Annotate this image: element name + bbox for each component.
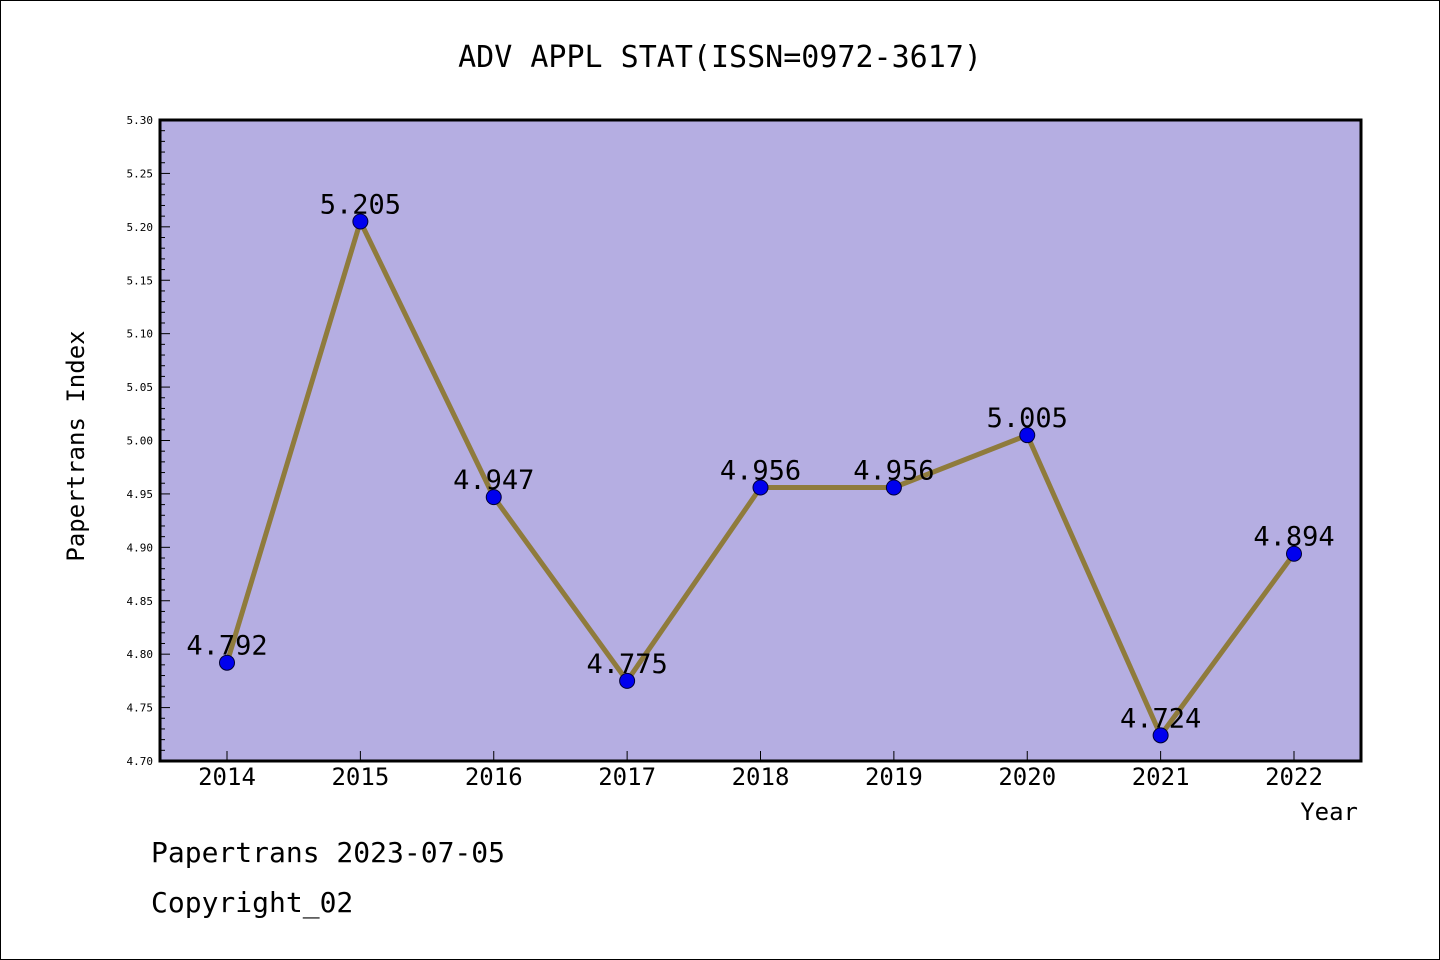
x-axis: 2014 2015 2016 2017 2018 2019 2020 2021 2022 xyxy=(198,751,1323,791)
data-label: 4.775 xyxy=(586,649,667,680)
y-tick-label: 5.10 xyxy=(127,328,154,341)
footer-date: Papertrans 2023-07-05 xyxy=(151,836,506,869)
data-point xyxy=(752,479,769,496)
x-tick-label: 2018 xyxy=(732,763,790,791)
data-point xyxy=(619,672,636,689)
x-tick-label: 2019 xyxy=(865,763,923,791)
y-tick-label: 5.25 xyxy=(127,167,154,180)
data-point xyxy=(1152,727,1169,744)
data-label: 4.947 xyxy=(453,465,534,496)
data-points xyxy=(219,213,1302,744)
footer-copyright: Copyright_02 xyxy=(151,886,354,919)
data-point xyxy=(352,213,369,230)
x-tick-label: 2021 xyxy=(1132,763,1190,791)
y-tick-label: 5.30 xyxy=(127,114,154,127)
data-point xyxy=(885,479,902,496)
x-tick-label: 2022 xyxy=(1265,763,1323,791)
y-tick-label: 5.05 xyxy=(127,381,154,394)
x-tick-label: 2014 xyxy=(198,763,256,791)
data-label: 4.956 xyxy=(853,456,934,487)
data-label: 4.724 xyxy=(1120,703,1201,734)
data-label: 4.894 xyxy=(1253,522,1334,553)
data-point xyxy=(1286,545,1302,562)
y-tick-label: 4.75 xyxy=(127,702,154,715)
y-tick-label: 4.95 xyxy=(127,488,154,501)
x-tick-label: 2016 xyxy=(465,763,523,791)
y-tick-label: 4.90 xyxy=(127,541,154,554)
y-tick-label: 5.00 xyxy=(127,435,154,448)
x-tick-label: 2015 xyxy=(331,763,389,791)
y-tick-label: 4.70 xyxy=(127,755,154,768)
data-point xyxy=(485,489,502,506)
data-label: 5.205 xyxy=(320,189,401,220)
data-labels: 4.792 5.205 4.947 4.775 4.956 4.956 5.005 4.724… xyxy=(186,189,1334,734)
y-tick-label: 5.20 xyxy=(127,221,154,234)
data-point xyxy=(1019,427,1036,444)
y-tick-label: 5.15 xyxy=(127,274,154,287)
x-tick-label: 2017 xyxy=(598,763,656,791)
x-tick-label: 2020 xyxy=(998,763,1056,791)
x-axis-label: Year xyxy=(1300,798,1358,826)
y-tick-label: 4.80 xyxy=(127,648,154,661)
y-axis: 4.70 4.75 4.80 4.85 4.90 4.95 5.00 5.05 5.10 5.15… xyxy=(127,114,170,768)
y-axis-label: Papertrans Index xyxy=(62,330,90,561)
data-point xyxy=(219,654,235,671)
chart-title: ADV APPL STAT(ISSN=0972-3617) xyxy=(458,40,982,75)
y-tick-label: 4.85 xyxy=(127,595,154,608)
data-label: 4.956 xyxy=(720,456,801,487)
data-label: 5.005 xyxy=(987,403,1068,434)
data-label: 4.792 xyxy=(186,631,267,662)
